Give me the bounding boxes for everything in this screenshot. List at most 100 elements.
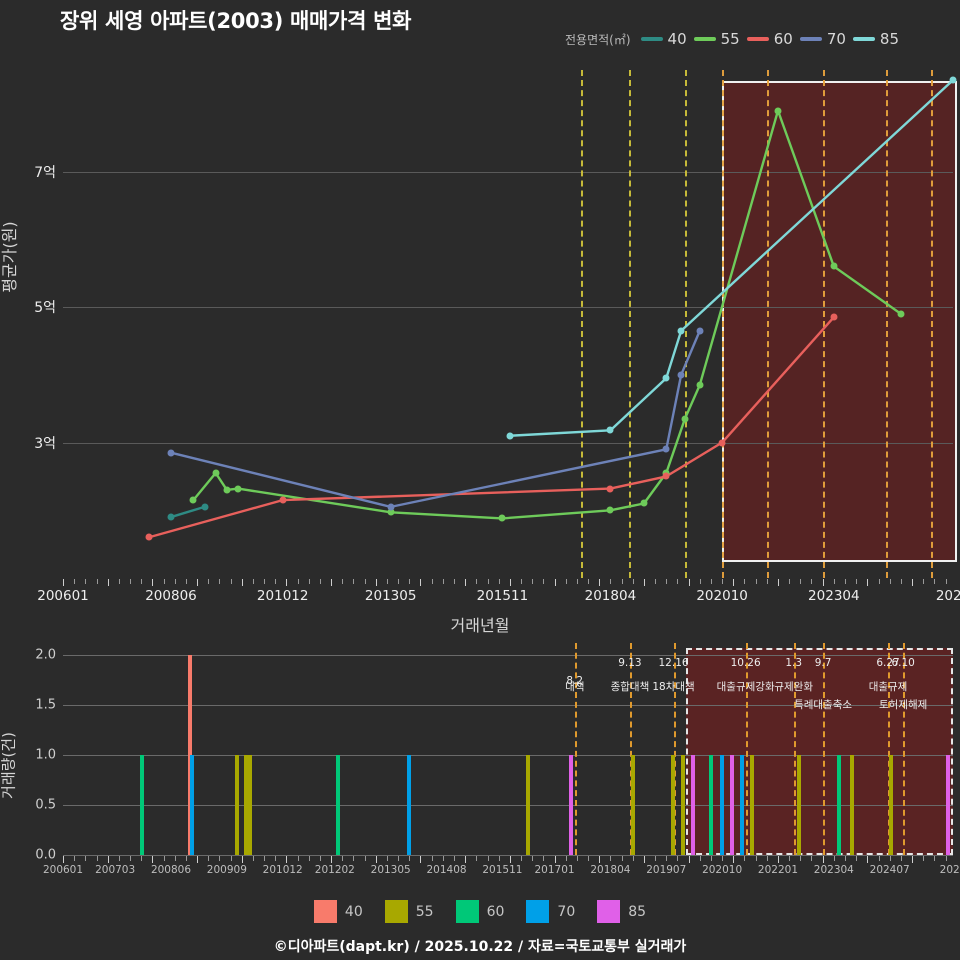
volume-x-tick: 201305	[370, 864, 411, 876]
tick	[632, 856, 634, 861]
tick	[163, 579, 165, 584]
volume-bar-55	[234, 755, 239, 855]
tick	[375, 579, 377, 586]
tick	[912, 579, 914, 586]
tick	[331, 579, 333, 586]
legend-swatch-icon	[852, 37, 875, 41]
tick	[655, 579, 657, 584]
tick	[342, 579, 344, 584]
price-y-tick: 7억	[34, 164, 56, 181]
volume-x-tick: 200806	[150, 864, 192, 876]
tick	[945, 856, 947, 861]
tick	[532, 579, 534, 584]
top-legend-item-40[interactable]: 40	[640, 30, 687, 48]
gridline	[63, 171, 953, 173]
bottom-legend-label: 55	[415, 903, 434, 920]
tick	[319, 579, 321, 584]
price-x-ruler	[63, 579, 953, 586]
tick	[364, 579, 366, 584]
tick	[509, 579, 511, 586]
tick	[755, 856, 757, 861]
tick	[833, 579, 835, 584]
tick	[599, 856, 601, 863]
tick	[107, 856, 109, 863]
tick	[63, 579, 64, 586]
top-legend-label: 40	[667, 30, 687, 48]
top-legend-item-60[interactable]: 60	[746, 30, 793, 48]
tick	[588, 856, 590, 861]
tick	[632, 579, 634, 584]
tick	[386, 579, 388, 584]
tick	[74, 579, 76, 584]
top-legend-item-70[interactable]: 70	[799, 30, 846, 48]
legend-swatch-icon	[693, 37, 716, 41]
volume-x-tick: 200909	[206, 864, 247, 876]
volume-x-tick: 202304	[813, 864, 854, 876]
gridline	[63, 655, 953, 656]
price-point-55	[387, 508, 395, 516]
price-line-55	[192, 109, 902, 520]
volume-bar-85	[691, 755, 696, 855]
tick	[219, 856, 221, 861]
top-legend: 전용면적(㎡) 40 55 60 70 85	[565, 30, 899, 48]
volume-bar-55	[670, 755, 675, 855]
tick	[442, 856, 444, 861]
tick	[96, 579, 98, 584]
price-point-70	[387, 503, 395, 511]
tick	[375, 856, 377, 863]
top-legend-item-55[interactable]: 55	[693, 30, 740, 48]
tick	[710, 579, 712, 584]
price-x-tick: 202010	[696, 588, 748, 604]
tick	[442, 579, 444, 584]
bottom-legend-item-70[interactable]: 70	[526, 900, 575, 923]
bottom-legend-item-60[interactable]: 60	[455, 900, 504, 923]
tick	[409, 856, 411, 861]
tick	[889, 856, 891, 861]
tick	[766, 856, 768, 861]
volume-y-tick: 2.0	[35, 647, 56, 663]
price-point-55	[774, 107, 782, 115]
tick	[521, 579, 523, 584]
volume-y-tick: 0.5	[35, 797, 56, 813]
bottom-legend-label: 40	[344, 903, 363, 920]
volume-bar-85	[568, 755, 573, 855]
tick	[822, 579, 824, 586]
policy-name-label: 대출규제강화	[716, 681, 775, 693]
tick	[208, 856, 210, 861]
price-point-60	[718, 439, 726, 447]
tick	[722, 579, 724, 584]
footer-credit: ©디아파트(dapt.kr) / 2025.10.22 / 자료=국토교통부 실…	[273, 939, 687, 955]
price-x-tick: 201511	[476, 588, 529, 604]
top-legend-item-85[interactable]: 85	[852, 30, 899, 48]
top-legend-label: 85	[879, 30, 899, 48]
volume-x-tick: 201701	[534, 864, 575, 876]
tick	[152, 856, 154, 863]
gridline	[63, 805, 953, 806]
bottom-legend-item-55[interactable]: 55	[384, 900, 434, 923]
tick	[845, 579, 846, 584]
tick	[800, 856, 802, 861]
price-x-tick: 201012	[256, 588, 309, 604]
tick	[319, 856, 321, 861]
tick	[297, 856, 299, 861]
price-line-70	[170, 330, 701, 509]
bottom-legend-item-40[interactable]: 40	[313, 900, 363, 923]
price-chart-plot: 3억 5억 7억 200601 200806 201012 201305 201511 201…	[34, 70, 960, 604]
top-legend-label: 55	[720, 30, 740, 48]
volume-policy-line	[673, 643, 676, 855]
volume-policy-line	[629, 643, 632, 855]
volume-bar-60	[709, 755, 714, 855]
price-point-70	[662, 445, 670, 453]
volume-bar-55	[680, 755, 685, 855]
bottom-legend-item-85[interactable]: 85	[597, 900, 646, 923]
tick	[509, 856, 511, 863]
price-point-40	[167, 513, 175, 521]
tick	[811, 856, 813, 861]
tick	[688, 856, 690, 863]
volume-policy-line	[888, 643, 891, 855]
volume-x-tick: 201511	[482, 864, 523, 876]
tick	[923, 856, 925, 861]
gridline	[63, 705, 953, 706]
price-point-70	[677, 371, 685, 379]
tick	[923, 579, 925, 584]
